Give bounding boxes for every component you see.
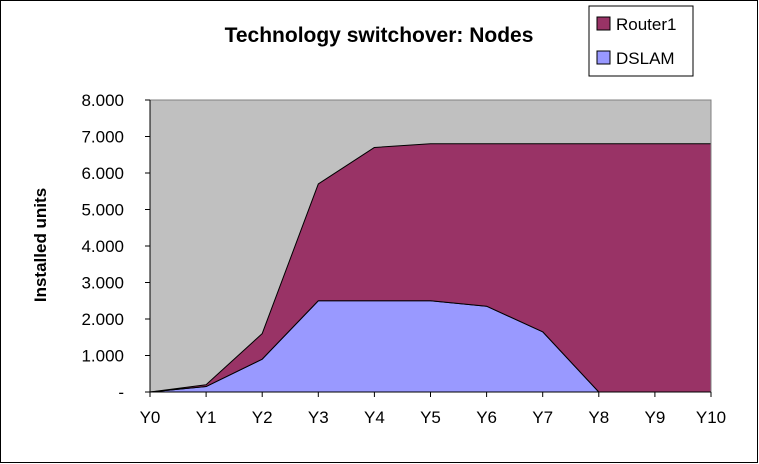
- x-tick-label: Y3: [308, 408, 329, 427]
- y-tick-label: 1.000: [81, 347, 124, 366]
- x-tick-label: Y0: [140, 408, 161, 427]
- y-tick-label: 5.000: [81, 201, 124, 220]
- x-tick-label: Y8: [588, 408, 609, 427]
- x-tick-label: Y4: [364, 408, 385, 427]
- x-tick-label: Y5: [420, 408, 441, 427]
- legend-label-router1: Router1: [616, 15, 676, 34]
- x-tick-label: Y6: [476, 408, 497, 427]
- y-tick-label: 2.000: [81, 310, 124, 329]
- x-tick-label: Y2: [252, 408, 273, 427]
- x-tick-label: Y9: [645, 408, 666, 427]
- legend: Router1 DSLAM: [588, 5, 694, 77]
- x-tick-label: Y10: [696, 408, 726, 427]
- y-tick-label: 3.000: [81, 274, 124, 293]
- y-tick-label: 8.000: [81, 91, 124, 110]
- plot-area: - 1.000 2.000 3.000 4.000 5.000 6.000 7.000 8.00…: [81, 91, 726, 427]
- legend-swatch-dslam: [596, 50, 611, 65]
- legend-swatch-router1: [596, 16, 611, 31]
- chart-title: Technology switchover: Nodes: [225, 24, 534, 47]
- x-tick-label: Y7: [532, 408, 553, 427]
- y-axis-title: Installed units: [31, 188, 50, 302]
- y-tick-label: -: [118, 383, 124, 402]
- y-tick-label: 6.000: [81, 164, 124, 183]
- y-tick-label: 4.000: [81, 237, 124, 256]
- x-tick-label: Y1: [196, 408, 217, 427]
- legend-label-dslam: DSLAM: [616, 49, 675, 68]
- y-tick-label: 7.000: [81, 128, 124, 147]
